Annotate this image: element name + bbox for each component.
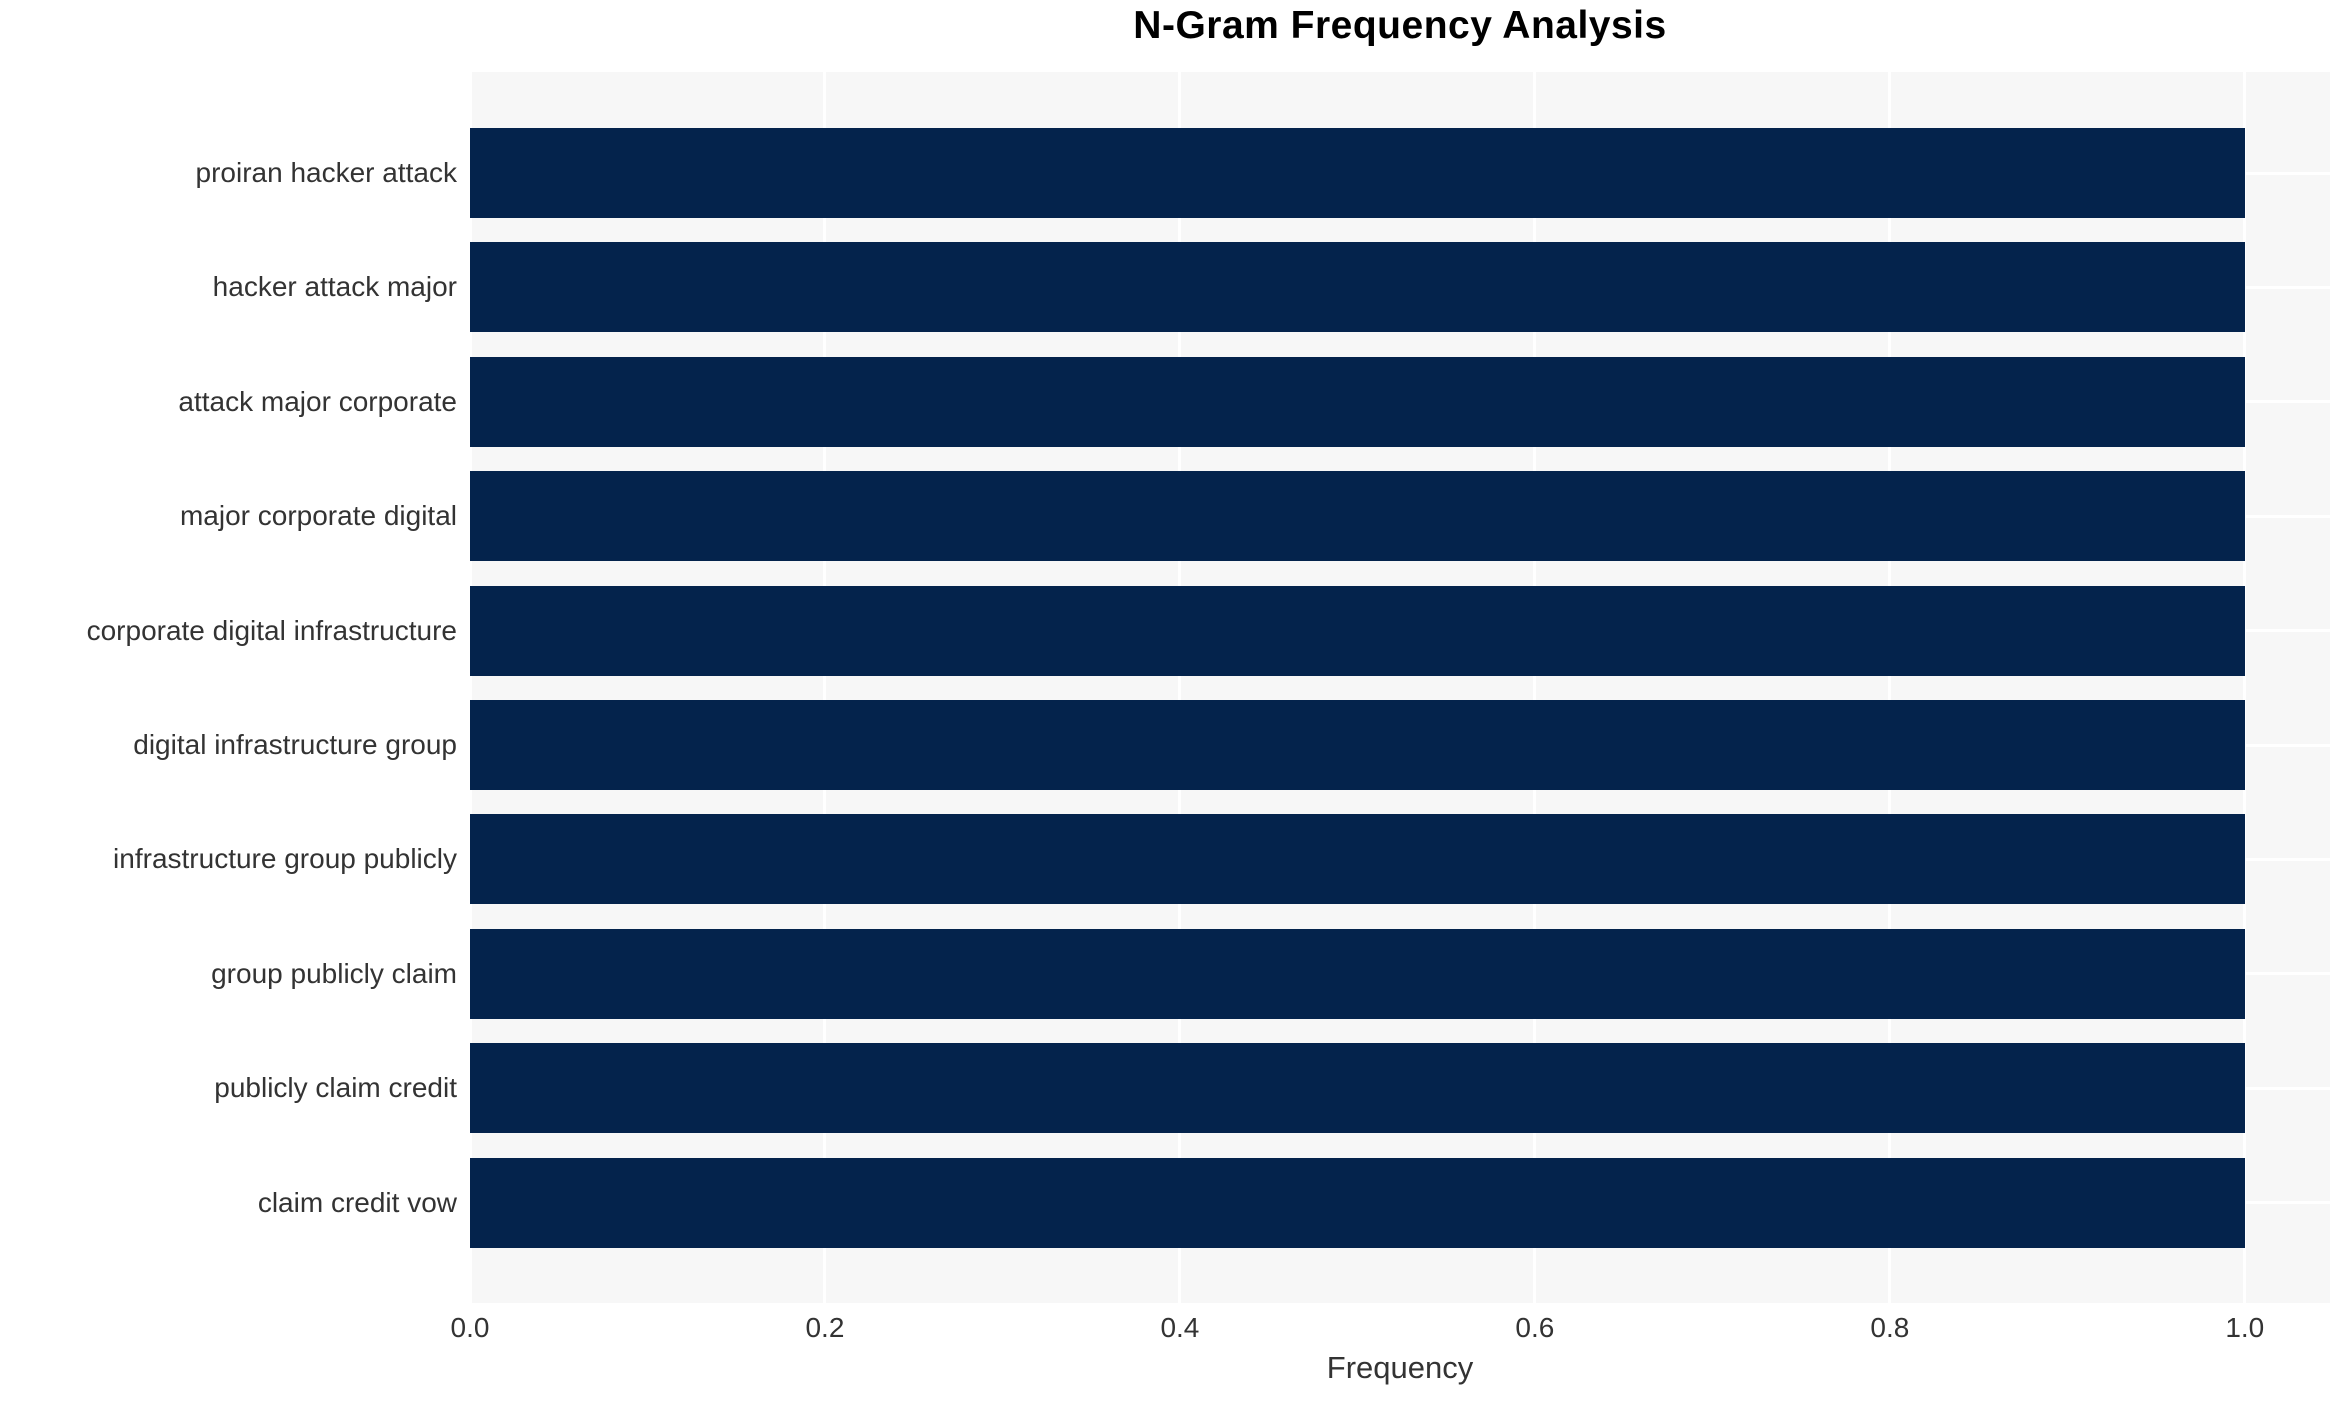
y-axis-label: group publicly claim bbox=[211, 957, 457, 989]
bar-track bbox=[470, 699, 2330, 790]
vertical-gridline bbox=[2243, 72, 2247, 1303]
bar bbox=[470, 699, 2245, 790]
bar-rows: proiran hacker attack hacker attack major… bbox=[0, 128, 2350, 1248]
bar-row: major corporate digital bbox=[0, 471, 2350, 562]
y-axis-label: publicly claim credit bbox=[214, 1072, 457, 1104]
x-axis-ticks: 0.0 0.2 0.4 0.6 0.8 1.0 bbox=[451, 1312, 2330, 1346]
x-axis-title: Frequency bbox=[1326, 1350, 1474, 1385]
bar bbox=[470, 242, 2245, 333]
bar-row: digital infrastructure group bbox=[0, 699, 2350, 790]
vertical-gridline bbox=[468, 72, 472, 1303]
y-axis-label: infrastructure group publicly bbox=[113, 843, 457, 875]
y-axis-label: digital infrastructure group bbox=[133, 728, 457, 760]
bar-track bbox=[470, 928, 2330, 1019]
bar-row: attack major corporate bbox=[0, 356, 2350, 447]
bar-track bbox=[470, 1157, 2330, 1248]
y-axis-label: proiran hacker attack bbox=[195, 157, 457, 188]
bar bbox=[470, 814, 2245, 905]
bar-track bbox=[470, 356, 2330, 447]
vertical-gridline bbox=[823, 72, 827, 1303]
vertical-gridline bbox=[1533, 72, 1537, 1303]
bar-track bbox=[470, 814, 2330, 905]
vertical-gridline bbox=[1888, 72, 1892, 1303]
x-tick-label: 1.0 bbox=[2225, 1312, 2265, 1343]
bar bbox=[470, 928, 2245, 1019]
x-tick-label: 0.0 bbox=[450, 1312, 490, 1343]
y-axis-label: claim credit vow bbox=[257, 1186, 457, 1218]
bar-row: publicly claim credit bbox=[0, 1043, 2350, 1134]
bar bbox=[470, 1157, 2245, 1248]
bar-row: claim credit vow bbox=[0, 1157, 2350, 1248]
bar-row: proiran hacker attack bbox=[0, 128, 2350, 218]
bar-row: hacker attack major bbox=[0, 242, 2350, 333]
x-tick-label: 0.2 bbox=[805, 1312, 845, 1343]
x-tick-label: 0.6 bbox=[1515, 1312, 1555, 1343]
vertical-gridline bbox=[1178, 72, 1182, 1303]
bar bbox=[470, 356, 2245, 447]
bar-track bbox=[470, 471, 2330, 562]
bar-row: corporate digital infrastructure bbox=[0, 585, 2350, 676]
bar-track bbox=[470, 1043, 2330, 1134]
bar-row: group publicly claim bbox=[0, 928, 2350, 1019]
bar bbox=[470, 1043, 2245, 1134]
y-axis-label: major corporate digital bbox=[179, 500, 457, 532]
bar-row: infrastructure group publicly bbox=[0, 814, 2350, 905]
bar bbox=[470, 128, 2245, 218]
bar bbox=[470, 585, 2245, 676]
y-axis-label: attack major corporate bbox=[178, 385, 457, 417]
bar bbox=[470, 471, 2245, 562]
chart-title: N-Gram Frequency Analysis bbox=[1133, 4, 1667, 47]
bar-track bbox=[470, 585, 2330, 676]
x-tick-label: 0.8 bbox=[1870, 1312, 1910, 1343]
bar-track bbox=[470, 242, 2330, 333]
x-tick-label: 0.4 bbox=[1160, 1312, 1200, 1343]
y-axis-label: hacker attack major bbox=[212, 271, 457, 303]
y-axis-label: corporate digital infrastructure bbox=[86, 614, 457, 646]
bar-track bbox=[470, 128, 2330, 218]
